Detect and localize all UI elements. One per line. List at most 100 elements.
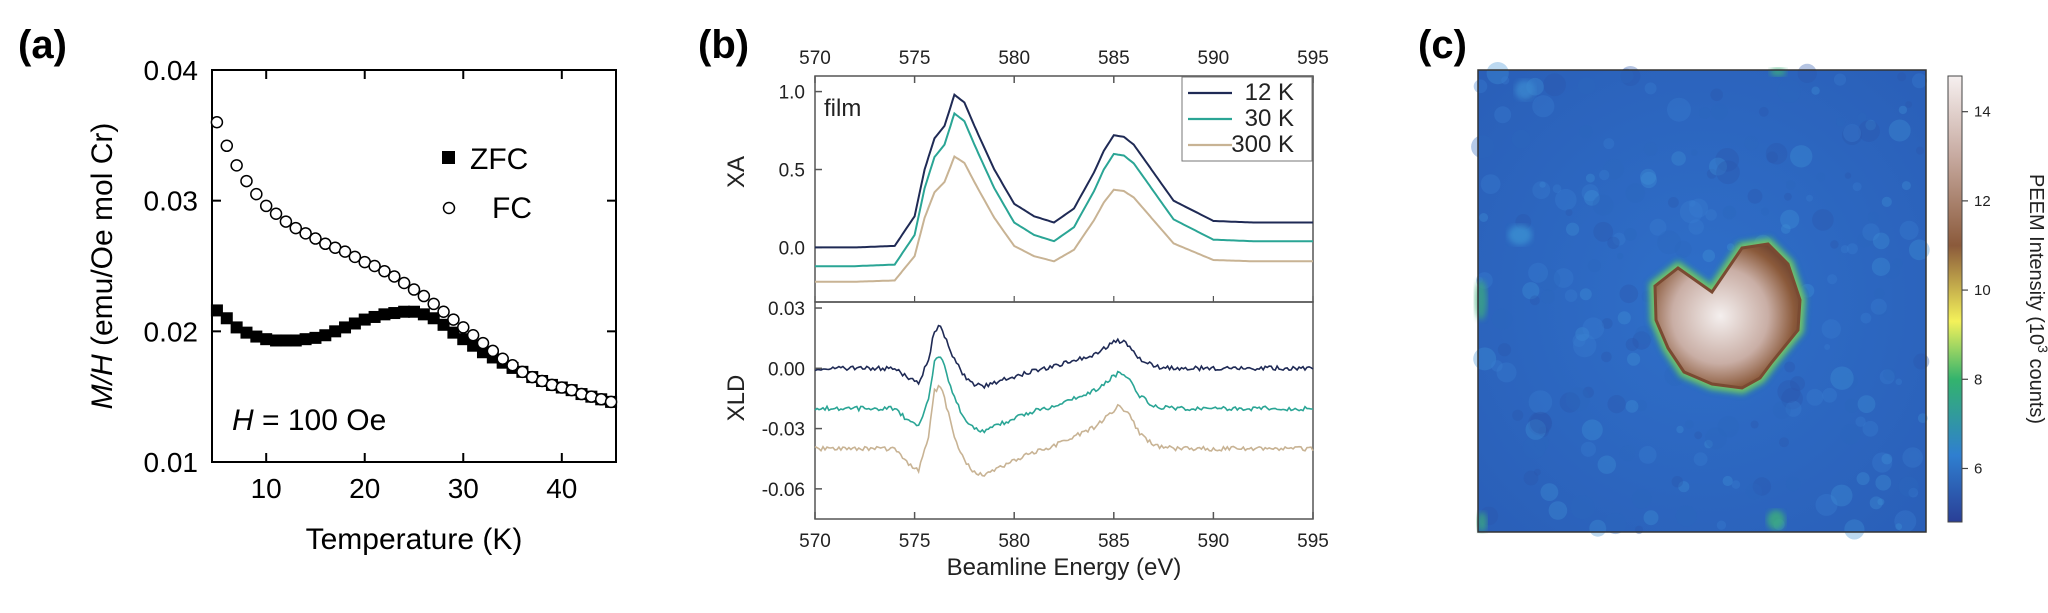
zfc-point xyxy=(230,321,243,334)
zfc-point xyxy=(240,326,253,339)
fc-point xyxy=(457,321,470,334)
panel-a-xtick-label: 20 xyxy=(349,473,380,504)
texture-speck xyxy=(1704,439,1713,449)
legend-fc-marker xyxy=(442,201,456,215)
panel-a-xtick-label: 40 xyxy=(546,473,577,504)
texture-speck xyxy=(1821,319,1842,339)
texture-speck xyxy=(1592,194,1614,216)
texture-speck xyxy=(1529,411,1552,434)
texture-speck xyxy=(1908,487,1919,498)
zfc-point xyxy=(348,317,361,330)
texture-speck xyxy=(1529,295,1540,306)
panel-a-ylabel: M/H (emu/Oe mol Cr) xyxy=(86,123,119,410)
texture-speck xyxy=(1842,124,1863,145)
zfc-point xyxy=(309,331,322,344)
texture-speck xyxy=(1815,493,1838,516)
texture-speck xyxy=(1566,222,1580,236)
fc-point xyxy=(210,116,224,129)
panel-b-bottom-ytick-label: 0.03 xyxy=(768,299,805,320)
fc-point xyxy=(516,365,529,379)
colorbar-label-end: counts) xyxy=(2025,353,2047,424)
texture-speck xyxy=(1722,475,1733,487)
texture-speck xyxy=(1649,218,1667,236)
texture-speck xyxy=(1688,198,1709,218)
texture-speck xyxy=(1473,347,1497,371)
zfc-point xyxy=(220,312,233,325)
panel-b-xtick-label: 595 xyxy=(1297,531,1329,552)
texture-speck xyxy=(1816,172,1826,182)
fc-point xyxy=(466,329,480,342)
panel-a-xtick-label: 30 xyxy=(448,473,479,504)
zfc-point xyxy=(299,333,312,346)
texture-speck xyxy=(1603,138,1615,150)
fc-point xyxy=(407,283,421,296)
texture-speck xyxy=(1607,236,1620,249)
texture-speck xyxy=(1584,190,1600,206)
fc-point xyxy=(397,276,411,290)
texture-speck xyxy=(1607,395,1626,414)
texture-speck xyxy=(1624,228,1637,241)
texture-speck xyxy=(1899,220,1919,240)
texture-speck xyxy=(1603,158,1624,180)
zfc-point xyxy=(408,305,420,318)
texture-speck xyxy=(1716,160,1740,185)
fc-point xyxy=(496,352,509,366)
texture-speck xyxy=(1480,174,1501,195)
texture-speck xyxy=(1619,284,1639,304)
texture-speck xyxy=(1726,243,1735,251)
texture-speck xyxy=(1909,450,1920,462)
texture-speck xyxy=(1540,289,1555,304)
texture-speck xyxy=(1674,240,1692,258)
zfc-point xyxy=(250,330,263,343)
texture-speck xyxy=(1491,308,1513,330)
texture-speck xyxy=(1564,289,1578,303)
texture-speck xyxy=(1877,498,1885,506)
texture-speck xyxy=(1856,472,1870,486)
panel-b-bottom-frame xyxy=(814,301,1314,520)
panel-b-top-ylabel: XA xyxy=(723,156,750,188)
xld-line-2 xyxy=(814,384,1314,477)
texture-speck xyxy=(1638,446,1657,464)
heatmap-frame xyxy=(1477,69,1927,533)
texture-speck xyxy=(1827,274,1838,285)
texture-speck xyxy=(1780,209,1800,229)
texture-speck xyxy=(1573,333,1597,358)
texture-speck xyxy=(1824,344,1831,350)
heatmap-edge-spot xyxy=(1767,510,1785,530)
texture-speck xyxy=(1895,523,1903,530)
panel-a-annotation: H = 100 Oe xyxy=(232,404,386,437)
texture-speck xyxy=(1605,513,1626,535)
texture-speck xyxy=(1625,338,1639,351)
zfc-point xyxy=(476,346,489,359)
texture-speck xyxy=(1911,73,1927,89)
texture-speck xyxy=(1888,119,1911,142)
fc-point xyxy=(230,159,243,172)
panel-b-top-ytick-label: 0.0 xyxy=(779,238,805,259)
fc-point xyxy=(447,313,460,326)
heatmap-edge-spot xyxy=(1770,68,1786,76)
panel-b-xtick-label-top: 580 xyxy=(998,48,1030,69)
texture-speck xyxy=(1881,196,1892,207)
texture-speck xyxy=(1784,361,1796,373)
texture-speck xyxy=(1806,194,1813,202)
legend-zfc-label: ZFC xyxy=(470,143,528,176)
texture-speck xyxy=(1811,86,1820,95)
panel-b-chart: 5705705755755805805855855905905955950.00… xyxy=(723,48,1329,581)
zfc-point xyxy=(398,305,411,318)
xa-line-0 xyxy=(815,93,1313,249)
texture-speck xyxy=(1581,419,1603,441)
heatmap-blob xyxy=(1508,225,1532,245)
texture-speck xyxy=(1883,368,1896,381)
texture-speck xyxy=(1538,426,1549,437)
panel-a-frame xyxy=(211,69,617,463)
fc-point xyxy=(250,187,263,201)
panel-b-xtick-label: 570 xyxy=(799,531,831,552)
annotation-h-symbol: H xyxy=(232,404,254,437)
panel-a-ylabel-italic: M/H xyxy=(86,354,119,409)
panel-b-xtick-label: 590 xyxy=(1198,531,1230,552)
zfc-point xyxy=(417,308,430,321)
texture-speck xyxy=(1532,95,1555,118)
zfc-point xyxy=(378,308,391,321)
texture-speck xyxy=(1538,268,1561,292)
texture-speck xyxy=(1786,180,1796,190)
